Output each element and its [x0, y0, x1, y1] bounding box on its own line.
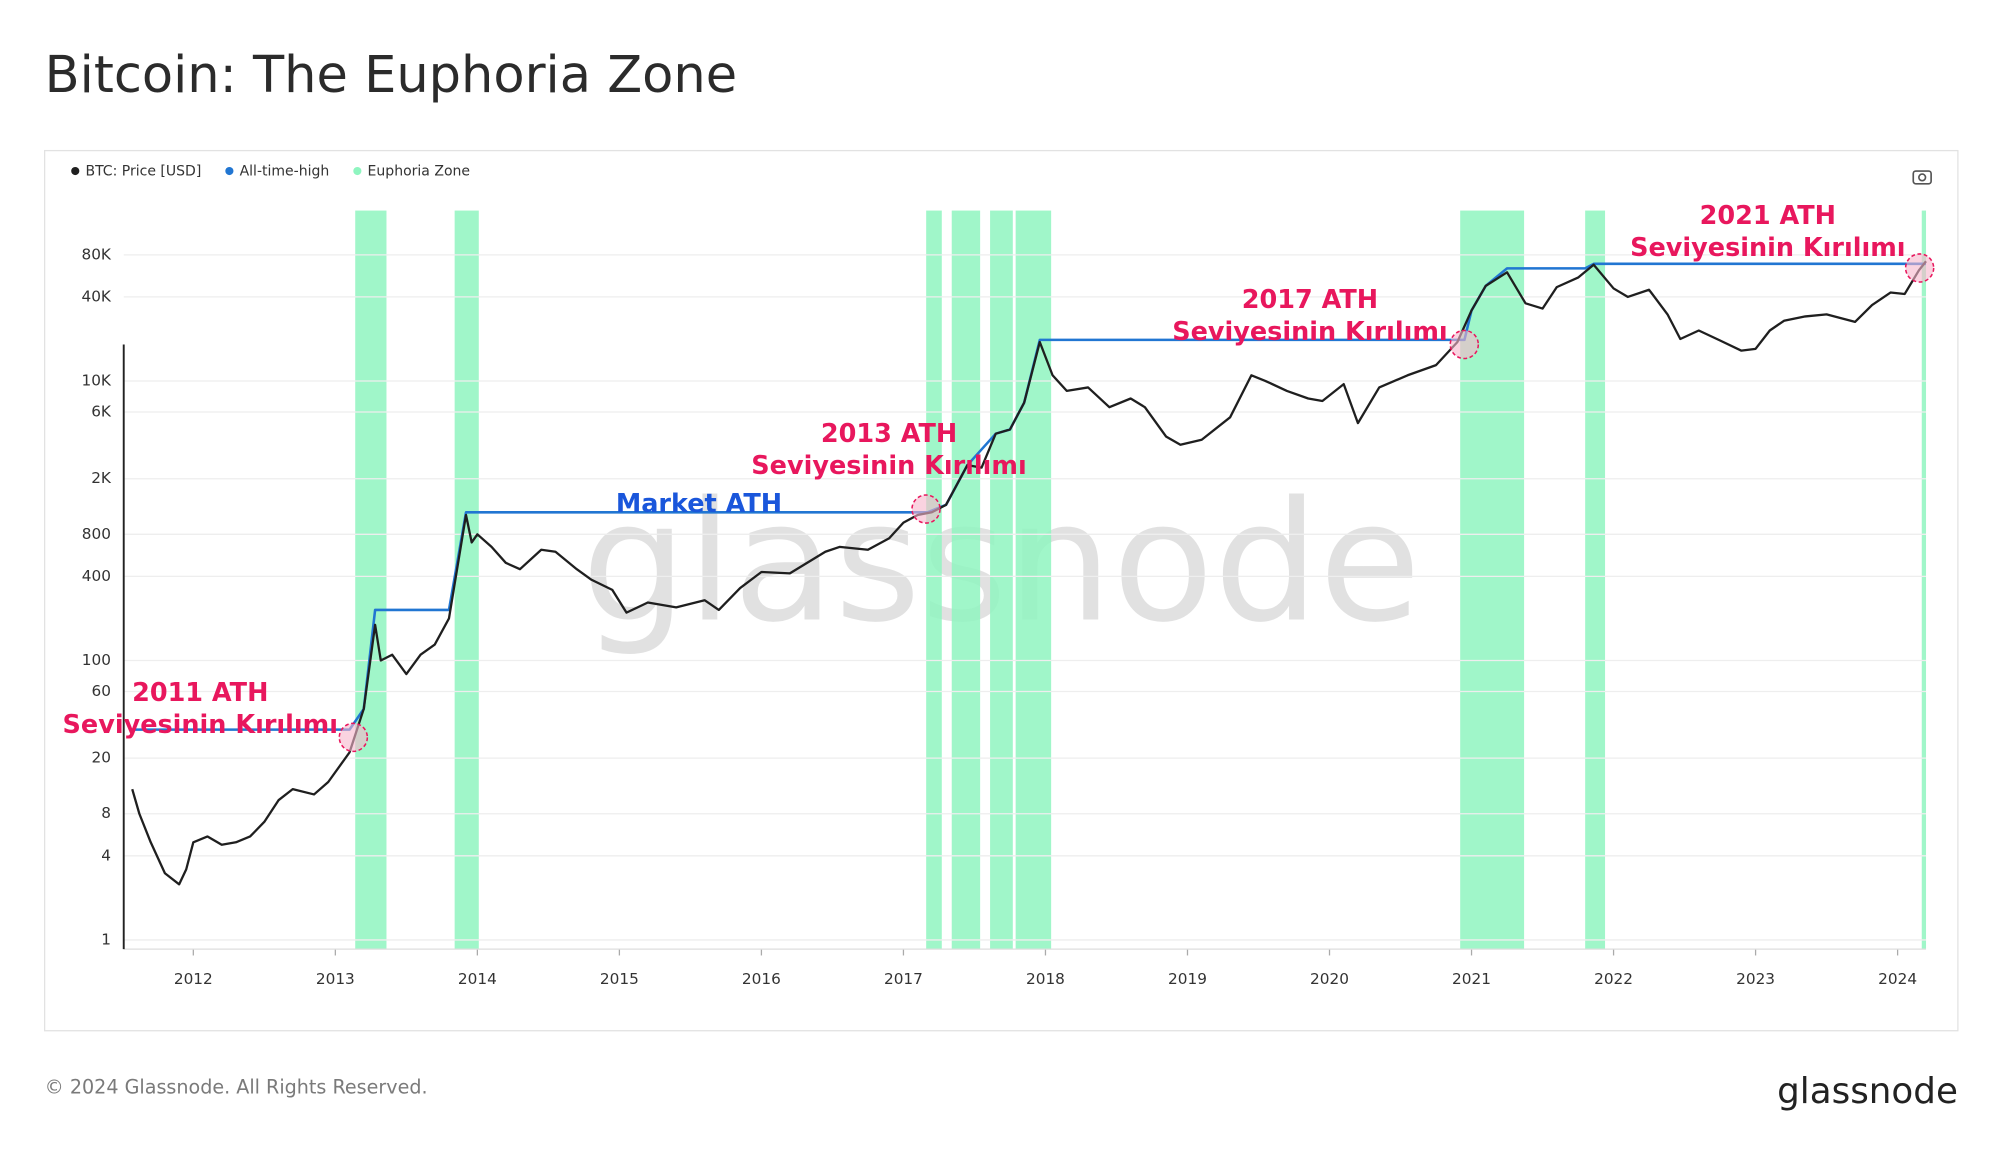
x-tick-label: 2016 — [742, 970, 781, 988]
series-line — [131, 260, 1927, 886]
euphoria-zone — [951, 210, 981, 950]
legend-dot — [71, 166, 80, 176]
annotation-circle — [1904, 253, 1935, 283]
y-tick-label: 60 — [92, 682, 111, 700]
annotation: Seviyesinin Kırılımı — [63, 710, 338, 740]
x-tick-label: 2023 — [1736, 970, 1775, 988]
x-tick-label: 2017 — [884, 970, 923, 988]
x-tick-label: 2012 — [174, 970, 213, 988]
annotation-circle — [911, 494, 941, 524]
y-tick-label: 1 — [101, 930, 111, 948]
y-tick-label: 400 — [82, 567, 111, 585]
x-tick-label: 2020 — [1310, 970, 1349, 988]
y-tick-label: 4 — [101, 846, 111, 864]
euphoria-zone — [1921, 210, 1927, 950]
footer: © 2024 Glassnode. All Rights Reserved. — [45, 1076, 428, 1099]
annotation: 2013 ATH — [821, 419, 957, 449]
legend-dot — [225, 166, 234, 176]
x-tick-label: 2024 — [1878, 970, 1917, 988]
x-tick-label: 2021 — [1452, 970, 1491, 988]
y-tick-label: 8 — [101, 804, 111, 822]
x-tick-label: 2015 — [600, 970, 639, 988]
legend-label: Euphoria Zone — [368, 164, 470, 180]
euphoria-zone — [454, 210, 479, 950]
x-tick-label: 2014 — [458, 970, 497, 988]
logo: glassnode — [1777, 1071, 1958, 1112]
legend-dot — [353, 166, 362, 176]
y-tick-label: 100 — [82, 651, 111, 669]
annotation: Market ATH — [616, 489, 782, 519]
annotation: 2021 ATH — [1700, 201, 1836, 231]
y-tick-label: 20 — [92, 749, 111, 767]
annotation: Seviyesinin Kırılımı — [1172, 317, 1447, 347]
annotation-circle — [338, 722, 369, 753]
legend-label: All-time-high — [240, 164, 330, 180]
y-tick-label: 80K — [81, 245, 111, 263]
legend-label: BTC: Price [USD] — [85, 164, 201, 180]
chart-frame — [44, 149, 1959, 1032]
x-tick-label: 2019 — [1168, 970, 1207, 988]
y-tick-label: 6K — [91, 403, 112, 421]
y-tick-label: 800 — [82, 525, 111, 543]
annotation: 2011 ATH — [132, 678, 268, 708]
euphoria-zone — [926, 210, 942, 950]
euphoria-zone — [355, 210, 387, 950]
x-tick-label: 2013 — [316, 970, 355, 988]
y-tick-label: 40K — [81, 287, 111, 305]
euphoria-zone — [990, 210, 1013, 950]
annotation: Seviyesinin Kırılımı — [1630, 233, 1905, 263]
euphoria-zone — [1585, 210, 1606, 950]
x-tick-label: 2018 — [1026, 970, 1065, 988]
annotation: Seviyesinin Kırılımı — [751, 451, 1026, 481]
camera-icon[interactable] — [1912, 170, 1932, 185]
y-tick-label: 2K — [91, 469, 112, 487]
y-tick-label: 10K — [81, 372, 111, 390]
chart-title: Bitcoin: The Euphoria Zone — [45, 46, 737, 105]
x-tick-label: 2022 — [1594, 970, 1633, 988]
annotation: 2017 ATH — [1242, 285, 1378, 315]
euphoria-zone — [1015, 210, 1052, 950]
annotation-circle — [1449, 329, 1480, 360]
